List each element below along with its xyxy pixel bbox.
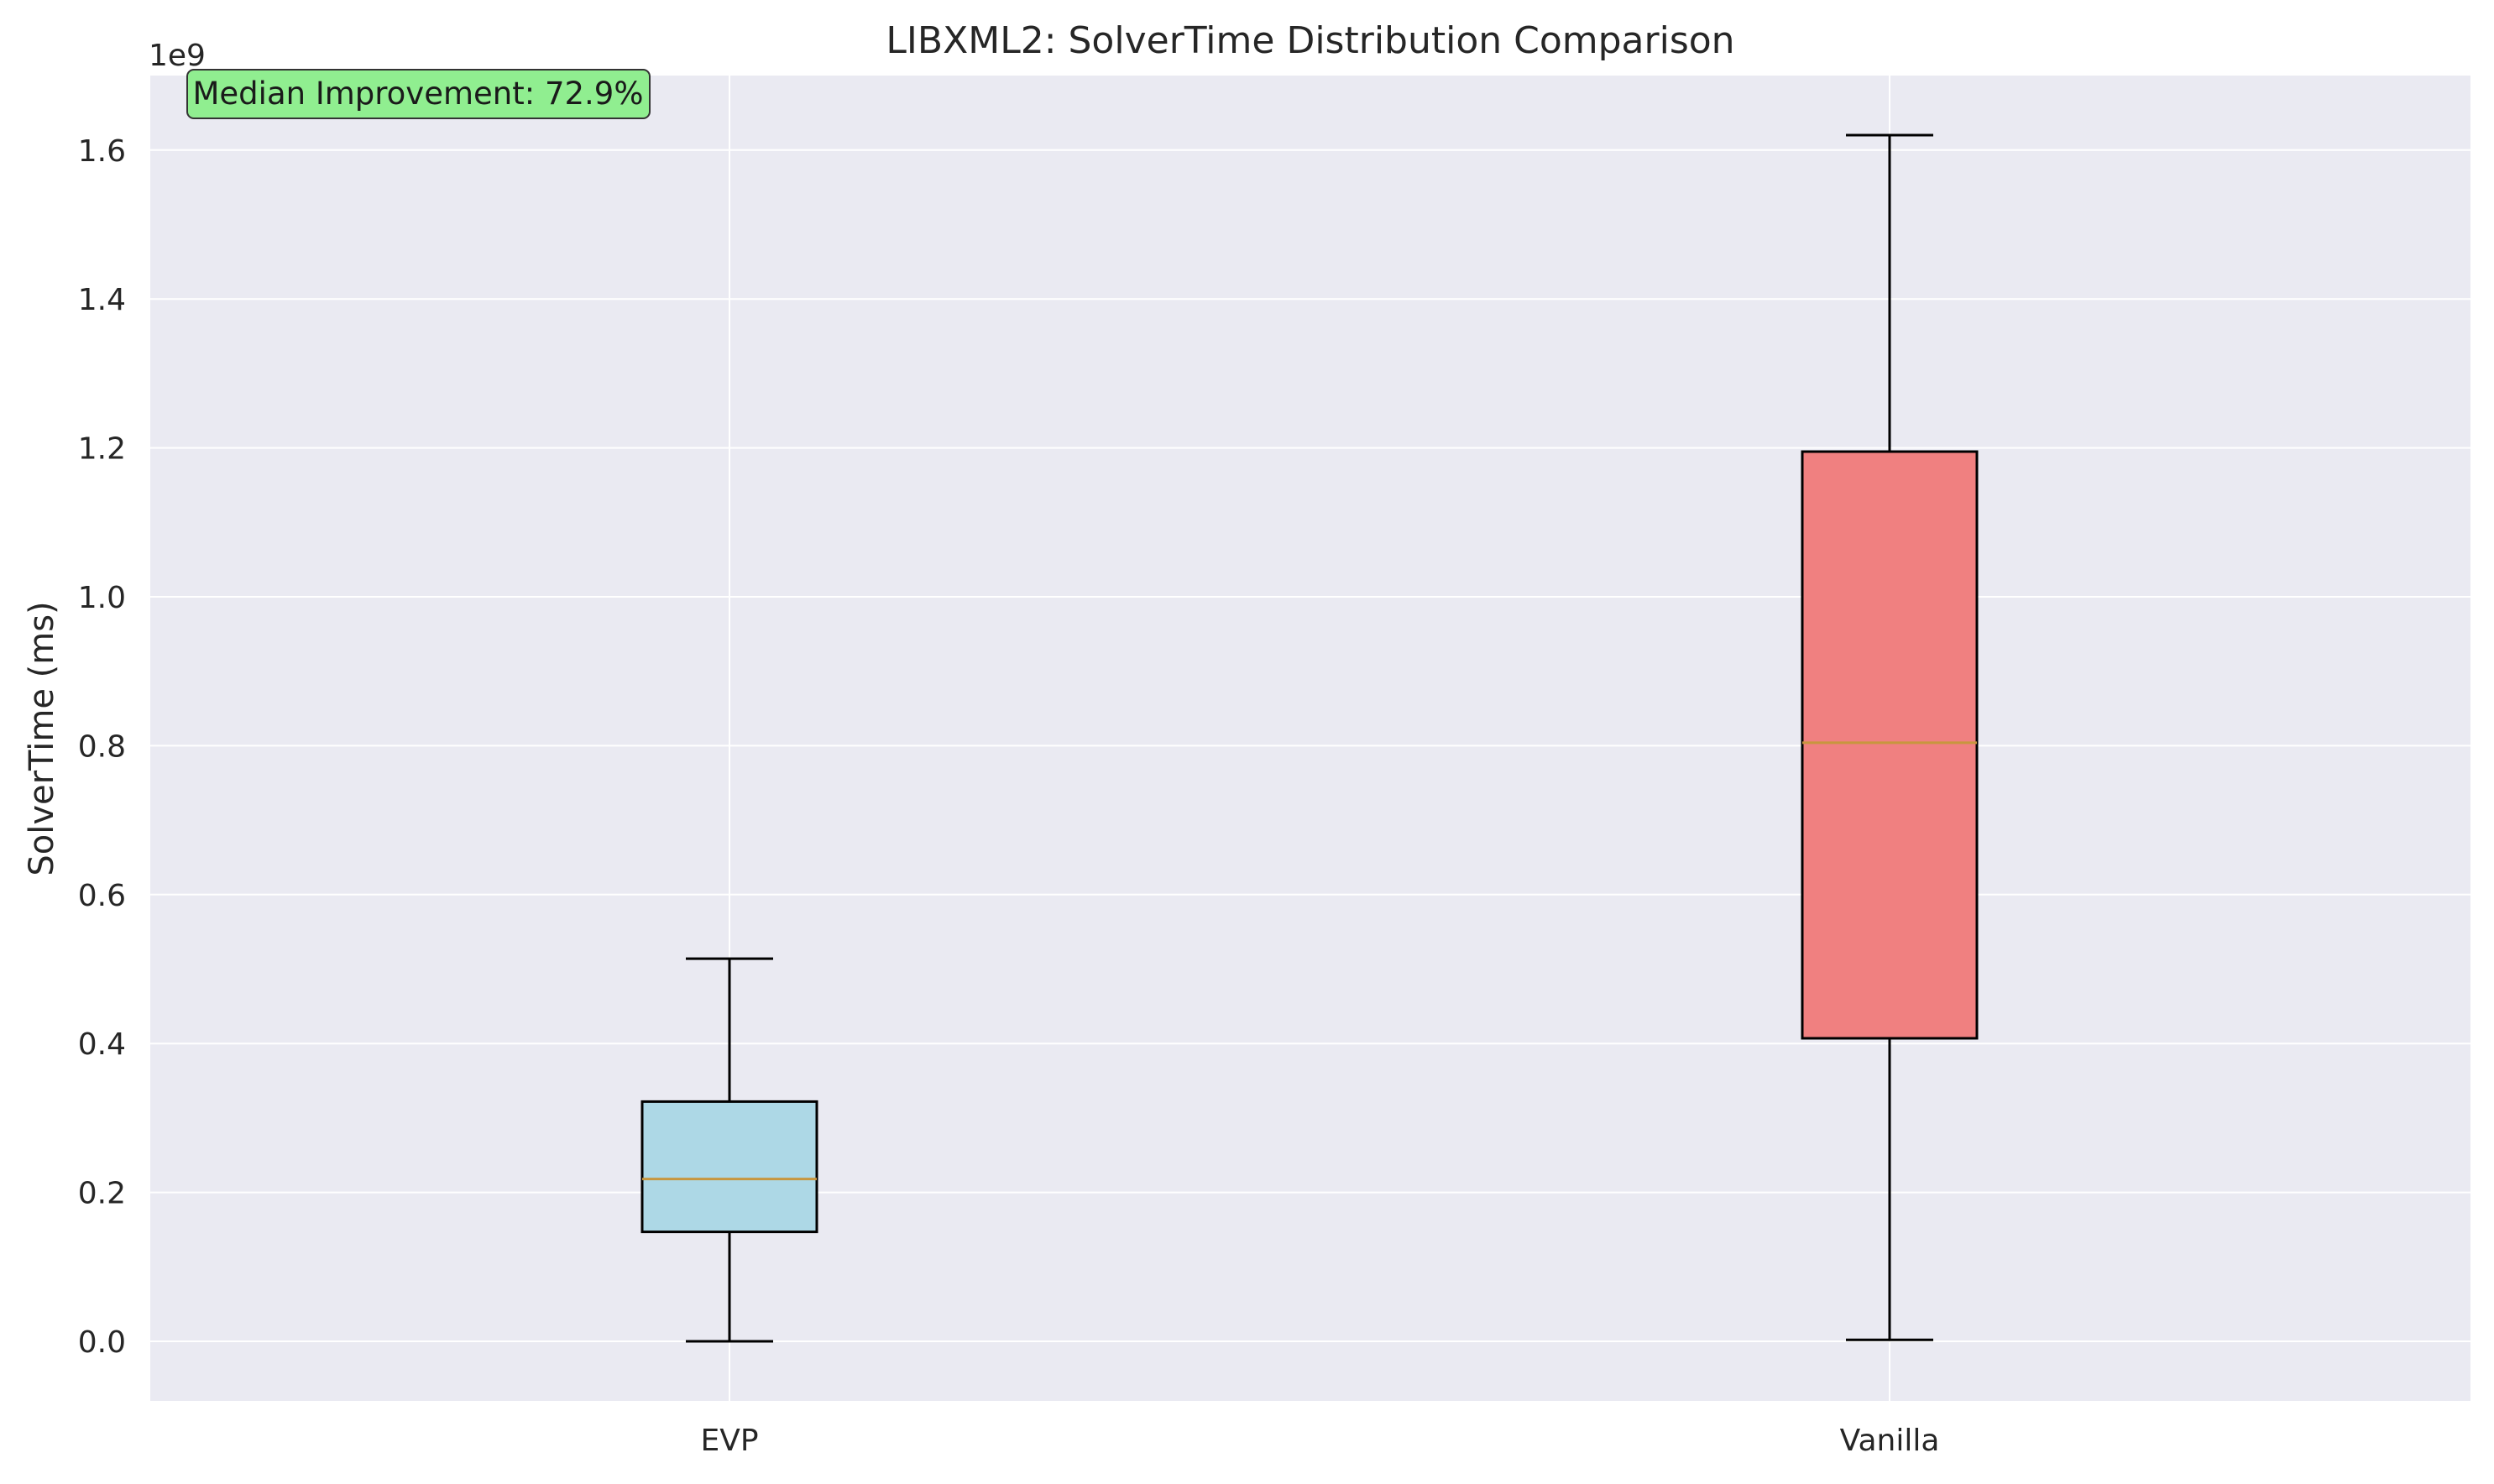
annotation-text: Median Improvement: 72.9%	[192, 76, 643, 112]
iqr-box	[640, 1100, 818, 1234]
boxes	[640, 133, 1979, 1343]
y-tick-label: 0.8	[78, 729, 126, 764]
y-tick-label: 1.6	[78, 134, 126, 169]
plot-area	[150, 76, 2470, 1401]
y-axis: 0.0 0.2 0.4 0.6 0.8 1.0 1.2 1.4 1.6	[78, 134, 126, 1360]
y-offset-label: 1e9	[149, 39, 206, 73]
x-tick-label: EVP	[700, 1424, 758, 1458]
y-tick-label: 0.2	[78, 1177, 126, 1211]
y-tick-label: 0.4	[78, 1027, 126, 1062]
box-evp	[640, 957, 818, 1343]
y-tick-label: 0.0	[78, 1325, 126, 1360]
y-tick-label: 1.2	[78, 432, 126, 467]
annotation-box	[186, 69, 651, 119]
y-axis-label: SolverTime (ms)	[23, 601, 61, 875]
x-axis: EVP Vanilla	[700, 1424, 1939, 1458]
box-vanilla	[1801, 133, 1979, 1341]
y-tick-label: 1.4	[78, 283, 126, 317]
iqr-box	[1801, 450, 1979, 1040]
chart-title: LIBXML2: SolverTime Distribution Compari…	[886, 19, 1734, 62]
y-tick-label: 1.0	[78, 581, 126, 615]
median-improvement-annotation: Median Improvement: 72.9%	[186, 69, 651, 119]
y-tick-label: 0.6	[78, 879, 126, 913]
x-tick-label: Vanilla	[1840, 1424, 1940, 1458]
